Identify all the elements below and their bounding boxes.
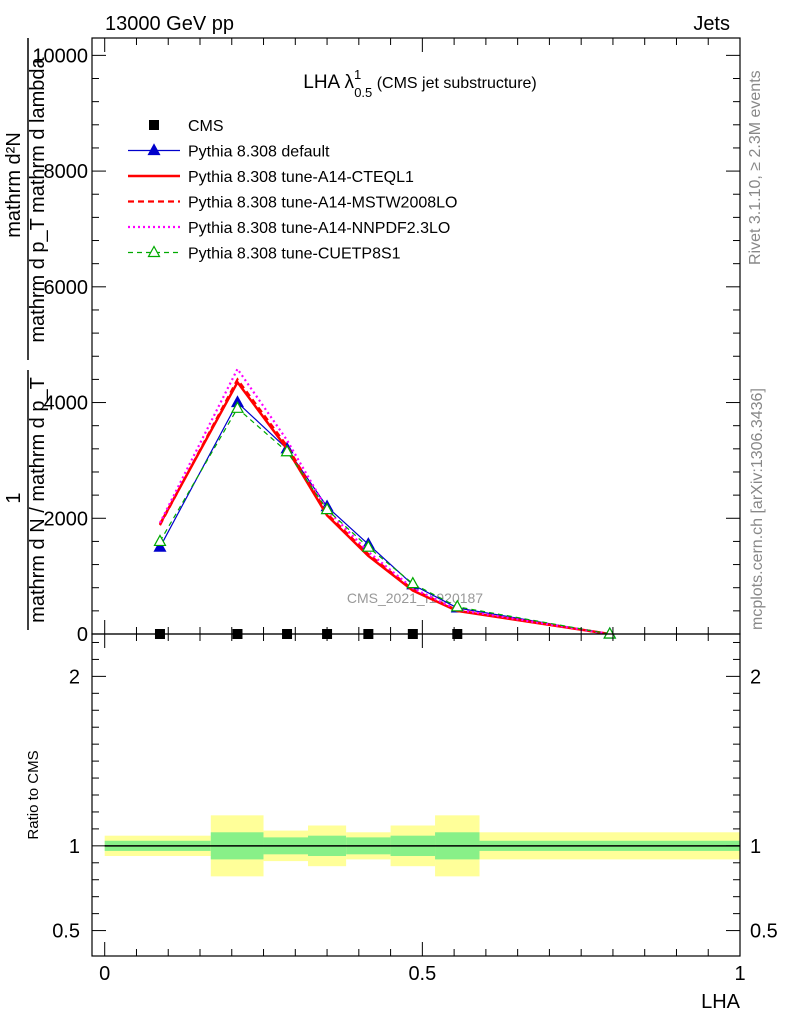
series-line-4 — [158, 366, 610, 636]
rivet-version-label: Rivet 3.1.10, ≥ 2.3M events — [747, 70, 764, 265]
main-ytick-label: 0 — [77, 624, 88, 646]
series-line-1 — [159, 401, 610, 635]
legend-marker-cms — [149, 120, 159, 130]
legend: CMS Pythia 8.308 default Pythia 8.308 tune… — [128, 118, 457, 263]
ratio-ytick-label: 1 — [69, 836, 80, 858]
main-ytick-label: 10000 — [32, 45, 88, 67]
main-ytick-label: 4000 — [44, 393, 89, 415]
main-ytick-label: 2000 — [44, 508, 89, 530]
ratio-plot-frame — [91, 633, 741, 957]
series-marker-5 — [361, 539, 375, 552]
legend-label: CMS — [188, 118, 224, 135]
series-line-3 — [159, 377, 610, 636]
series-marker-5 — [406, 576, 420, 589]
ratio-ytick-label-right: 2 — [750, 666, 761, 688]
series-marker-5 — [280, 444, 294, 457]
legend-marker-1 — [147, 143, 161, 156]
series-line-5 — [159, 407, 610, 635]
xtick-label: 0.5 — [408, 963, 436, 985]
x-axis-label: LHA — [701, 991, 741, 1013]
ratio-ytick-label: 0.5 — [52, 921, 80, 943]
series-marker-1 — [153, 539, 167, 552]
legend-label: Pythia 8.308 tune-A14-CTEQL1 — [188, 169, 414, 186]
category-label: Jets — [693, 13, 730, 35]
xtick-label: 1 — [734, 963, 745, 985]
ylabel-one: 1 — [3, 492, 25, 503]
legend-label: Pythia 8.308 tune-A14-NNPDF2.3LO — [188, 220, 450, 237]
ratio-ylabel: Ratio to CMS — [25, 750, 42, 839]
plot-title: LHA λ1 0.5 (CMS jet substructure) — [303, 67, 537, 100]
legend-marker-5 — [147, 245, 161, 258]
series-marker-5 — [153, 534, 167, 547]
ylabel-fraction-numerator: mathrm d²N — [3, 132, 25, 238]
ratio-ytick-label: 2 — [69, 666, 80, 688]
ratio-plot-panel: 0.5 0.51 12 20 0.5 1 — [52, 633, 778, 985]
series-marker-5 — [450, 599, 464, 612]
series-marker-5 — [320, 502, 334, 515]
xtick-label: 0 — [99, 963, 110, 985]
main-ytick-label: 6000 — [44, 277, 89, 299]
legend-label: Pythia 8.308 tune-A14-MSTW2008LO — [188, 195, 457, 212]
mcplots-label: mcplots.cern.ch [arXiv:1306.3436] — [749, 388, 766, 630]
legend-label: Pythia 8.308 default — [188, 144, 330, 161]
ratio-ytick-label-right: 0.5 — [750, 921, 778, 943]
legend-label: Pythia 8.308 tune-CUETP8S1 — [188, 246, 401, 263]
ylabel-fraction-denominator: mathrm d p_T mathrm d lambda — [27, 56, 49, 342]
series-marker-5 — [230, 401, 244, 413]
ratio-ytick-label-right: 1 — [750, 836, 761, 858]
ylabel-denominator: mathrm d N / mathrm d p_T — [27, 377, 49, 623]
main-ylabel: 1 mathrm d N / mathrm d p_T mathrm d²N m… — [3, 38, 49, 630]
energy-label: 13000 GeV pp — [105, 13, 234, 35]
main-ytick-label: 8000 — [44, 161, 89, 183]
